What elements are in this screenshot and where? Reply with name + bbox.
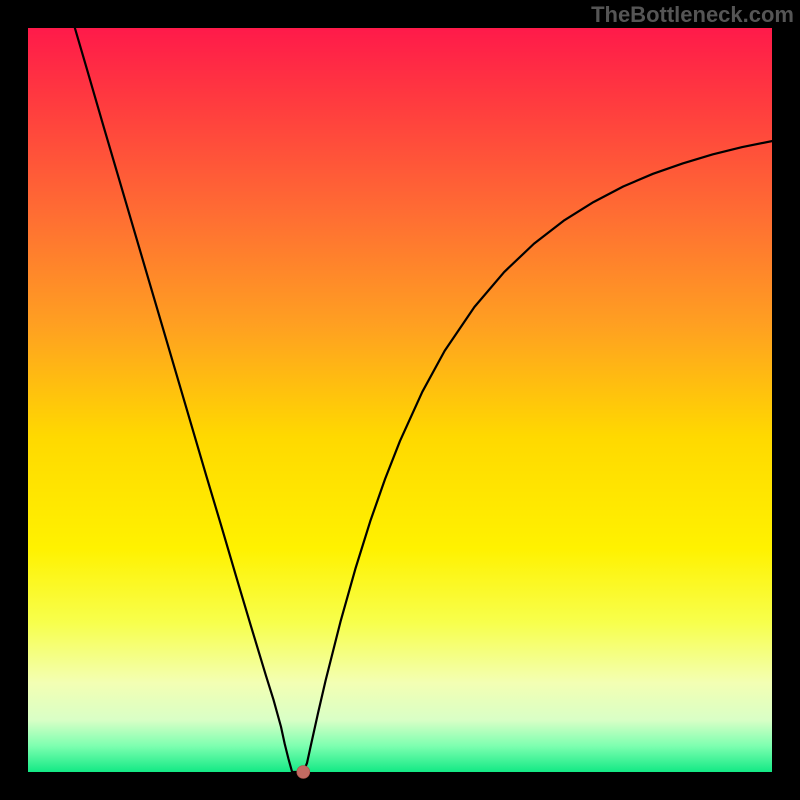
bottleneck-chart: TheBottleneck.com: [0, 0, 800, 800]
watermark-text: TheBottleneck.com: [591, 2, 794, 28]
optimum-marker: [297, 766, 310, 779]
chart-svg: [0, 0, 800, 800]
